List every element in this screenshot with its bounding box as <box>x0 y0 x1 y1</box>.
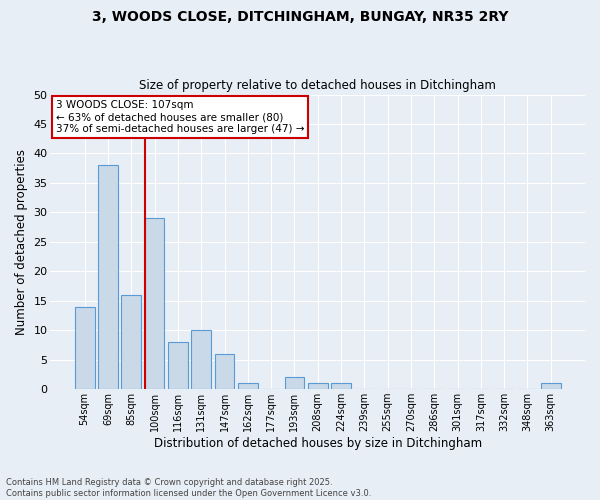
Text: 3 WOODS CLOSE: 107sqm
← 63% of detached houses are smaller (80)
37% of semi-deta: 3 WOODS CLOSE: 107sqm ← 63% of detached … <box>56 100 304 134</box>
Text: 3, WOODS CLOSE, DITCHINGHAM, BUNGAY, NR35 2RY: 3, WOODS CLOSE, DITCHINGHAM, BUNGAY, NR3… <box>92 10 508 24</box>
Bar <box>98 166 118 389</box>
Bar <box>215 354 235 389</box>
Bar <box>121 295 141 389</box>
Bar <box>145 218 164 389</box>
Bar <box>238 384 258 389</box>
Text: Contains HM Land Registry data © Crown copyright and database right 2025.
Contai: Contains HM Land Registry data © Crown c… <box>6 478 371 498</box>
Bar <box>75 306 95 389</box>
Title: Size of property relative to detached houses in Ditchingham: Size of property relative to detached ho… <box>139 79 496 92</box>
Bar <box>308 384 328 389</box>
Bar <box>284 378 304 389</box>
Bar <box>168 342 188 389</box>
X-axis label: Distribution of detached houses by size in Ditchingham: Distribution of detached houses by size … <box>154 437 482 450</box>
Y-axis label: Number of detached properties: Number of detached properties <box>15 149 28 335</box>
Bar <box>191 330 211 389</box>
Bar <box>541 384 561 389</box>
Bar <box>331 384 351 389</box>
